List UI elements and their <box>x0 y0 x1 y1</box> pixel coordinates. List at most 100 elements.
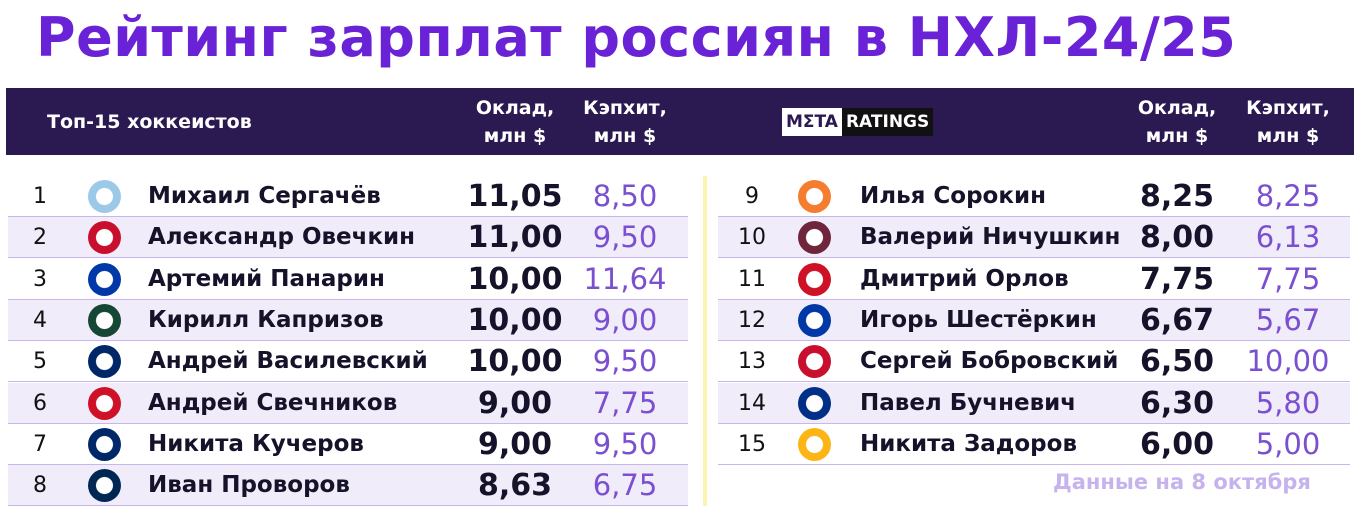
col-line: млн $ <box>483 125 547 147</box>
caphit: 11,64 <box>583 261 667 296</box>
col-line: Оклад, <box>475 97 555 119</box>
header-bar <box>6 88 1354 155</box>
team-logo <box>798 345 831 379</box>
table-row: 7 Никита Кучеров 9,00 9,50 <box>8 424 688 465</box>
salary: 10,00 <box>467 261 563 297</box>
col-line: млн $ <box>593 125 657 147</box>
player-name: Михаил Сергачёв <box>148 183 381 209</box>
salary: 8,00 <box>1139 220 1215 256</box>
table-row: 10 Валерий Ничушкин 8,00 6,13 <box>718 217 1350 259</box>
team-logo <box>798 221 831 255</box>
player-name: Иван Проворов <box>148 472 350 499</box>
caphit: 9,50 <box>592 426 658 461</box>
salary: 6,30 <box>1139 385 1215 421</box>
caphit: 9,50 <box>592 344 658 379</box>
player-name: Никита Кучеров <box>148 430 364 457</box>
caphit: 7,75 <box>592 385 658 420</box>
team-logo <box>88 180 121 213</box>
rank: 5 <box>33 349 47 375</box>
team-logo <box>88 469 121 503</box>
team-logo <box>88 386 121 420</box>
col-caphit: Кэпхит, млн $ <box>570 94 680 150</box>
subtitle: Топ-15 хоккеистов <box>47 111 252 133</box>
player-name: Александр Овечкин <box>148 224 416 251</box>
brand-ratings: RATINGS <box>841 108 934 136</box>
caphit: 9,00 <box>592 302 658 337</box>
table-row: 6 Андрей Свечников 9,00 7,75 <box>8 382 688 424</box>
team-logo <box>798 262 831 296</box>
table-row: 3 Артемий Панарин 10,00 11,64 <box>8 259 688 300</box>
rank: 7 <box>33 431 47 457</box>
rank: 2 <box>33 225 47 251</box>
salary: 8,25 <box>1139 179 1215 214</box>
team-logo <box>88 427 121 461</box>
caphit: 9,50 <box>592 220 658 255</box>
salary: 11,05 <box>467 179 563 214</box>
rank: 11 <box>738 266 766 292</box>
caphit: 5,80 <box>1255 385 1321 420</box>
rank: 13 <box>738 349 766 375</box>
rank: 9 <box>745 184 759 209</box>
rank: 12 <box>738 307 766 333</box>
col-line: Кэпхит, <box>1246 97 1330 119</box>
col-salary: Оклад, млн $ <box>1122 94 1232 150</box>
player-name: Артемий Панарин <box>148 265 385 292</box>
player-name: Андрей Свечников <box>148 389 398 416</box>
team-logo <box>798 303 831 337</box>
rank: 6 <box>33 390 47 416</box>
rank: 14 <box>738 390 766 416</box>
caphit: 5,67 <box>1255 302 1321 337</box>
caphit: 6,13 <box>1255 220 1321 255</box>
rank: 3 <box>33 266 47 292</box>
team-logo <box>88 221 121 255</box>
player-name: Игорь Шестёркин <box>860 306 1097 333</box>
player-name: Павел Бучневич <box>860 389 1077 416</box>
brand-meta: MΣTA <box>782 108 842 136</box>
team-logo <box>88 262 121 296</box>
caphit: 10,00 <box>1246 344 1330 379</box>
player-name: Валерий Ничушкин <box>860 224 1121 251</box>
salary: 6,00 <box>1139 426 1215 462</box>
divider <box>703 176 707 506</box>
col-line: Кэпхит, <box>583 97 667 119</box>
table-row: 14 Павел Бучневич 6,30 5,80 <box>718 382 1350 424</box>
salary: 6,67 <box>1139 302 1215 338</box>
table-row: 1 Михаил Сергачёв 11,05 8,50 <box>8 176 688 217</box>
rank: 15 <box>738 431 766 457</box>
footer-note: Данные на 8 октября <box>1053 470 1311 494</box>
caphit: 5,00 <box>1255 426 1321 461</box>
table-row: 8 Иван Проворов 8,63 6,75 <box>8 465 688 507</box>
salary: 8,63 <box>477 468 553 504</box>
col-line: Оклад, <box>1137 97 1217 119</box>
rank: 8 <box>33 473 47 499</box>
salary: 9,00 <box>477 385 553 421</box>
rank: 10 <box>738 225 766 251</box>
team-logo <box>798 427 831 461</box>
table-row: 4 Кирилл Капризов 10,00 9,00 <box>8 299 688 341</box>
rank: 1 <box>33 184 47 209</box>
col-salary: Оклад, млн $ <box>460 94 570 150</box>
salary: 6,50 <box>1139 344 1215 380</box>
caphit: 8,25 <box>1255 179 1321 213</box>
team-logo <box>798 180 831 213</box>
caphit: 7,75 <box>1255 261 1321 296</box>
player-name: Андрей Василевский <box>148 348 428 375</box>
title: Рейтинг зарплат россиян в НХЛ-24/25 <box>36 6 1237 69</box>
rank: 4 <box>33 307 47 333</box>
team-logo <box>798 386 831 420</box>
table-row: 2 Александр Овечкин 11,00 9,50 <box>8 217 688 259</box>
player-name: Сергей Бобровский <box>860 348 1119 375</box>
col-line: млн $ <box>1145 125 1209 147</box>
player-name: Кирилл Капризов <box>148 306 384 333</box>
table-row: 13 Сергей Бобровский 6,50 10,00 <box>718 341 1350 383</box>
player-name: Илья Сорокин <box>860 183 1046 209</box>
salary: 7,75 <box>1139 261 1215 297</box>
brand: MΣTA RATINGS <box>782 108 934 136</box>
salary: 11,00 <box>467 220 563 256</box>
team-logo <box>88 303 121 337</box>
caphit: 8,50 <box>592 179 658 213</box>
col-caphit: Кэпхит, млн $ <box>1233 94 1343 150</box>
table-row: 5 Андрей Василевский 10,00 9,50 <box>8 341 688 383</box>
salary: 9,00 <box>477 426 553 462</box>
